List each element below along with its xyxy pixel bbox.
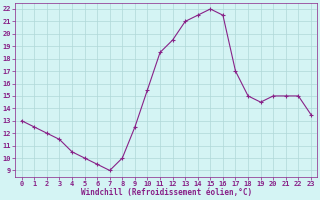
X-axis label: Windchill (Refroidissement éolien,°C): Windchill (Refroidissement éolien,°C): [81, 188, 252, 197]
